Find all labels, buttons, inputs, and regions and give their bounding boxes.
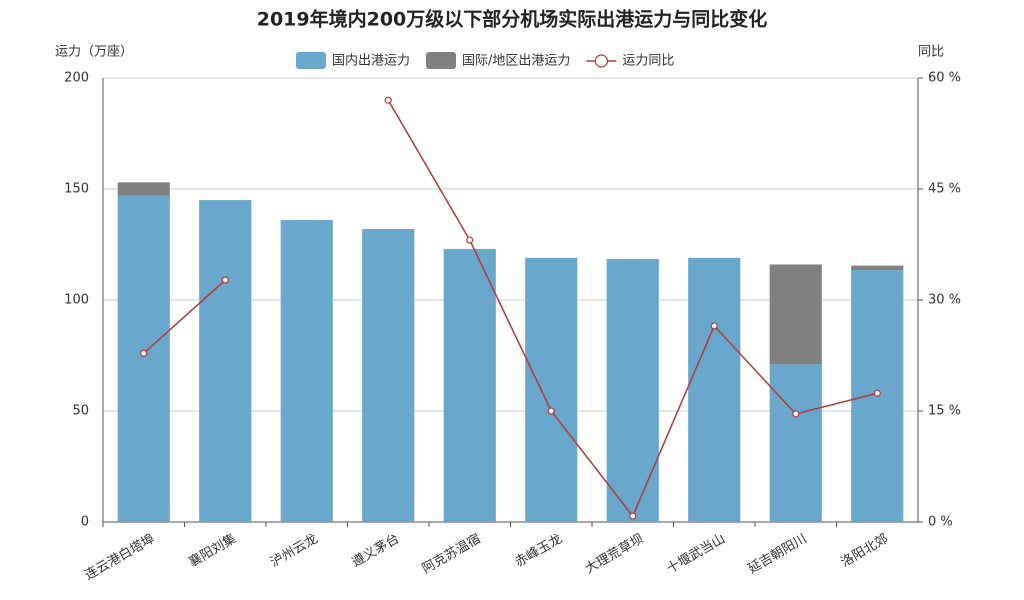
line-point <box>710 322 718 330</box>
legend-swatch <box>296 52 326 69</box>
x-tick-label: 延吉朝阳川 <box>746 532 810 577</box>
y2-tick-label: 45 % <box>928 182 961 197</box>
legend-swatch <box>594 54 609 68</box>
x-tick-label: 泸州云龙 <box>268 532 321 571</box>
y-tick-label: 100 <box>64 293 89 308</box>
line-point <box>466 236 474 244</box>
x-tick-label: 赤峰玉龙 <box>512 532 565 571</box>
line-point <box>221 276 229 284</box>
bar <box>525 257 578 522</box>
bar <box>688 257 741 522</box>
x-tick-label: 遵义茅台 <box>349 531 402 571</box>
legend-label: 运力同比 <box>622 54 674 69</box>
line-point <box>140 349 148 357</box>
bar <box>280 220 333 522</box>
line-point <box>547 407 555 415</box>
y-tick-label: 50 <box>72 404 89 419</box>
line-point <box>792 410 800 418</box>
chart-title: 2019年境内200万级以下部分机场实际出港运力与同比变化 <box>257 8 768 31</box>
y-axis-title: 运力（万座） <box>55 45 133 60</box>
y2-tick-label: 60 % <box>928 71 961 86</box>
bar <box>443 248 496 522</box>
bar <box>117 195 170 522</box>
legend-label: 国内出港运力 <box>332 53 410 69</box>
line <box>143 99 878 518</box>
y2-axis-title: 同比 <box>918 45 944 60</box>
x-tick-label: 大理荒草坝 <box>583 532 647 577</box>
y-tick-label: 0 <box>81 515 89 530</box>
x-tick-label: 连云港白塔埠 <box>82 531 158 584</box>
bar <box>606 258 659 522</box>
legend-swatch <box>426 52 457 69</box>
bar <box>362 228 415 522</box>
line-point <box>629 512 637 520</box>
x-tick-label: 襄阳刘集 <box>186 531 239 571</box>
line-point <box>873 389 881 397</box>
bar <box>199 200 252 522</box>
bar <box>117 182 170 196</box>
x-tick-label: 洛阳北郊 <box>838 531 891 571</box>
x-tick-label: 阿克苏温宿 <box>419 531 483 577</box>
bar <box>851 265 904 271</box>
bar <box>769 264 822 365</box>
x-tick-label: 十堰武当山 <box>664 532 728 577</box>
line-point <box>384 96 392 104</box>
bar <box>769 364 822 522</box>
y2-tick-label: 0 % <box>928 515 953 530</box>
y2-tick-label: 15 % <box>928 404 961 419</box>
y2-tick-label: 30 % <box>928 293 961 308</box>
y-tick-label: 200 <box>64 71 89 86</box>
legend-label: 国际/地区出港运力 <box>462 54 570 69</box>
y-tick-label: 150 <box>64 182 89 197</box>
